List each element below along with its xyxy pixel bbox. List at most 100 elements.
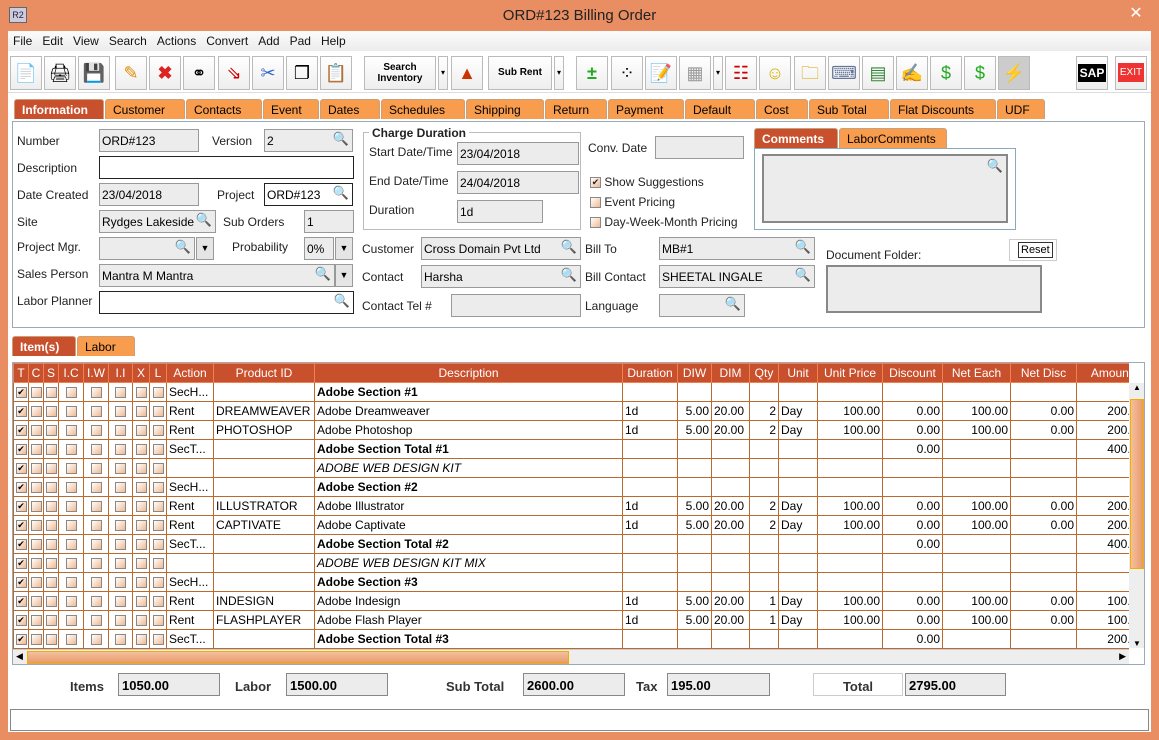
table-row[interactable]: ✔ SecH... Adobe Section #1 xyxy=(13,382,1129,402)
checkbox[interactable] xyxy=(115,463,126,475)
balls-question-icon[interactable]: ⁘ xyxy=(611,56,643,90)
checkbox[interactable] xyxy=(30,634,42,646)
number-field[interactable]: ORD#123 xyxy=(99,129,199,152)
product-id-cell[interactable] xyxy=(213,382,315,402)
document-folder-box[interactable] xyxy=(826,265,1042,313)
value-cell[interactable] xyxy=(711,534,750,554)
horizontal-scrollbar[interactable]: ◀ ▶ xyxy=(13,649,1129,664)
value-cell[interactable]: 100.00 xyxy=(817,610,883,630)
description-cell[interactable]: ADOBE WEB DESIGN KIT xyxy=(314,458,623,478)
value-cell[interactable] xyxy=(1076,382,1129,402)
value-cell[interactable]: 1d xyxy=(622,610,678,630)
checkbox[interactable] xyxy=(152,539,164,551)
value-cell[interactable]: Day xyxy=(778,610,818,630)
search-icon[interactable]: 🔍 xyxy=(986,158,1003,173)
column-header-i-w[interactable]: I.W xyxy=(83,363,109,383)
checkbox[interactable]: ✔ xyxy=(15,558,27,570)
contact-field[interactable]: Harsha 🔍 xyxy=(421,265,581,288)
action-cell[interactable]: Rent xyxy=(166,610,214,630)
search-icon[interactable]: 🔍 xyxy=(794,239,811,254)
value-cell[interactable]: 100.00 xyxy=(942,591,1011,611)
scroll-right-icon[interactable]: ▶ xyxy=(1119,651,1126,661)
value-cell[interactable] xyxy=(942,534,1011,554)
tab-cost[interactable]: Cost xyxy=(756,99,808,119)
value-cell[interactable] xyxy=(749,382,779,402)
value-cell[interactable] xyxy=(1010,439,1077,459)
value-cell[interactable] xyxy=(622,553,678,573)
column-header-i-c[interactable]: I.C xyxy=(58,363,84,383)
menu-help[interactable]: Help xyxy=(320,34,346,48)
checkbox[interactable]: ✔ xyxy=(15,387,27,399)
value-cell[interactable]: 5.00 xyxy=(677,610,712,630)
value-cell[interactable]: 5.00 xyxy=(677,515,712,535)
checkbox[interactable] xyxy=(135,615,147,627)
column-header-diw[interactable]: DIW xyxy=(677,363,712,383)
action-cell[interactable]: Rent xyxy=(166,591,214,611)
column-header-c[interactable]: C xyxy=(28,363,44,383)
checkbox[interactable] xyxy=(65,539,77,551)
value-cell[interactable] xyxy=(1010,534,1077,554)
menu-add[interactable]: Add xyxy=(258,34,280,48)
checkbox[interactable] xyxy=(30,615,42,627)
checkbox[interactable] xyxy=(65,406,77,418)
value-cell[interactable]: 100.00 xyxy=(817,591,883,611)
sap-button[interactable]: SAP xyxy=(1076,56,1108,90)
value-cell[interactable]: 2 xyxy=(749,401,779,421)
value-cell[interactable] xyxy=(778,572,818,592)
value-cell[interactable]: 100.00 xyxy=(817,515,883,535)
search-inventory-button[interactable]: Search Inventory xyxy=(364,56,436,90)
value-cell[interactable] xyxy=(778,553,818,573)
checkbox[interactable] xyxy=(45,520,57,532)
checkbox[interactable] xyxy=(30,425,42,437)
project-mgr-dropdown-icon[interactable]: ▼ xyxy=(196,237,214,260)
value-cell[interactable]: 5.00 xyxy=(677,496,712,516)
product-id-cell[interactable]: FLASHPLAYER xyxy=(213,610,315,630)
value-cell[interactable] xyxy=(749,458,779,478)
checkbox[interactable] xyxy=(115,387,126,399)
action-cell[interactable] xyxy=(166,553,214,573)
action-cell[interactable]: SecH... xyxy=(166,572,214,592)
value-cell[interactable] xyxy=(622,572,678,592)
duration-field[interactable]: 1d xyxy=(457,200,543,223)
value-cell[interactable]: 2 xyxy=(749,496,779,516)
checkbox[interactable] xyxy=(90,387,102,399)
value-cell[interactable]: 20.00 xyxy=(711,496,750,516)
save-icon[interactable]: 💾 xyxy=(78,56,110,90)
value-cell[interactable]: 1d xyxy=(622,420,678,440)
value-cell[interactable]: Day xyxy=(778,496,818,516)
value-cell[interactable] xyxy=(1010,477,1077,497)
checkbox[interactable] xyxy=(90,482,102,494)
horizontal-scroll-thumb[interactable] xyxy=(27,651,569,664)
value-cell[interactable]: 5.00 xyxy=(677,420,712,440)
tab-default[interactable]: Default xyxy=(685,99,755,119)
value-cell[interactable] xyxy=(677,534,712,554)
value-cell[interactable]: 200.00 xyxy=(1076,401,1129,421)
column-header-action[interactable]: Action xyxy=(166,363,214,383)
reset-button[interactable]: Reset xyxy=(1009,239,1057,261)
value-cell[interactable]: 1d xyxy=(622,401,678,421)
value-cell[interactable] xyxy=(882,477,943,497)
value-cell[interactable] xyxy=(677,458,712,478)
checkbox[interactable]: ✔ xyxy=(15,596,27,608)
value-cell[interactable]: 0.00 xyxy=(1010,420,1077,440)
value-cell[interactable]: Day xyxy=(778,420,818,440)
column-header-net-disc[interactable]: Net Disc xyxy=(1010,363,1077,383)
value-cell[interactable] xyxy=(882,382,943,402)
checkbox[interactable] xyxy=(45,463,57,475)
checkbox[interactable] xyxy=(30,444,42,456)
value-cell[interactable] xyxy=(677,553,712,573)
checkbox[interactable] xyxy=(65,444,77,456)
value-cell[interactable] xyxy=(778,439,818,459)
checkbox[interactable] xyxy=(90,539,102,551)
checkbox[interactable] xyxy=(45,482,57,494)
value-cell[interactable] xyxy=(677,629,712,649)
checkbox[interactable] xyxy=(30,482,42,494)
checkbox[interactable] xyxy=(45,444,57,456)
bill-contact-field[interactable]: SHEETAL INGALE 🔍 xyxy=(659,265,815,288)
checkbox[interactable] xyxy=(45,425,57,437)
product-id-cell[interactable]: INDESIGN xyxy=(213,591,315,611)
checkbox[interactable] xyxy=(45,615,57,627)
binoculars-icon[interactable]: ⚭ xyxy=(183,56,215,90)
calendar-dropdown-icon[interactable]: ▾ xyxy=(713,56,723,90)
checkbox[interactable] xyxy=(135,558,147,570)
